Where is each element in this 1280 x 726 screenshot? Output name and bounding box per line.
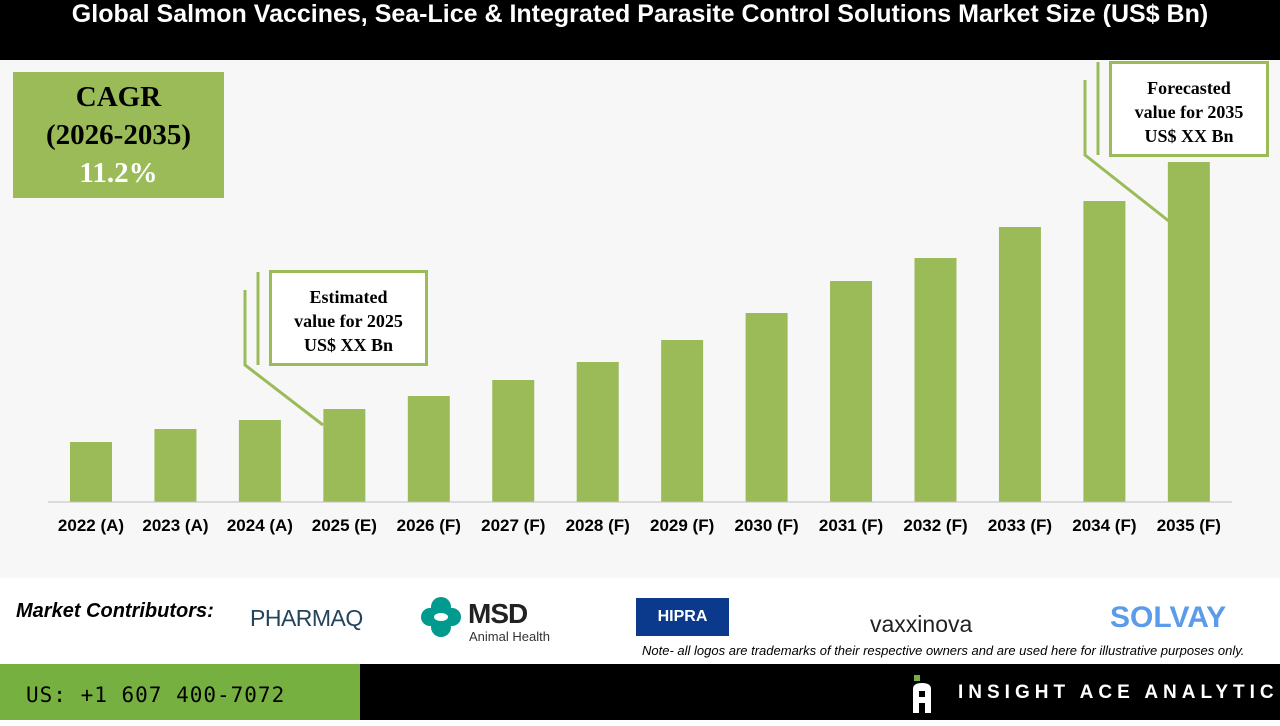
- forecast-leader-line: [1083, 80, 1171, 224]
- bar-2031: [830, 281, 873, 502]
- msd-emblem-icon: [421, 597, 461, 637]
- bar-2024: [238, 420, 281, 502]
- bar-2025: [323, 409, 366, 502]
- callout-line: US$ XX Bn: [303, 335, 394, 355]
- x-tick-label: 2031 (F): [819, 516, 883, 535]
- estimated-callout: Estimated value for 2025 US$ XX Bn: [269, 270, 428, 366]
- x-tick-label: 2027 (F): [481, 516, 545, 535]
- bar-2026: [407, 396, 450, 502]
- logo-vaxxinova: vaxxinova: [870, 611, 973, 637]
- x-tick-label: 2035 (F): [1157, 516, 1221, 535]
- cagr-label: CAGR: [75, 81, 162, 113]
- x-tick-label: 2034 (F): [1072, 516, 1136, 535]
- callout-line: value for 2025: [294, 311, 403, 331]
- x-tick-label: 2029 (F): [650, 516, 714, 535]
- bar-2028: [576, 362, 619, 502]
- callout-line: value for 2035: [1134, 102, 1244, 122]
- cagr-value: 11.2%: [79, 157, 158, 189]
- bar-2033: [998, 227, 1041, 502]
- estimated-leader-line: [243, 290, 324, 427]
- x-tick-label: 2023 (A): [142, 516, 208, 535]
- x-tick-label: 2032 (F): [903, 516, 967, 535]
- logo-hipra: HIPRA: [636, 598, 729, 636]
- insight-ace-logo-icon: [913, 675, 931, 713]
- phone-number: US: +1 607 400-7072: [0, 664, 360, 720]
- logo-pharmaq: PHARMAQ: [250, 605, 363, 631]
- x-tick-label: 2022 (A): [58, 516, 124, 535]
- bar-2035: [1167, 162, 1210, 502]
- bar-chart: 2022 (A) 2023 (A) 2024 (A) 2025 (E) 2026 (F)…: [48, 62, 1232, 535]
- callout-line: Estimated: [309, 287, 388, 307]
- brand-name: INSIGHT ACE ANALYTIC: [958, 682, 1279, 703]
- x-tick-label: 2024 (A): [227, 516, 293, 535]
- contributors-label: Market Contributors:: [16, 600, 214, 622]
- bar-2032: [914, 258, 957, 502]
- msd-subtext: Animal Health: [469, 629, 550, 644]
- footer-bar: [360, 664, 1280, 720]
- callout-line: Forecasted: [1147, 78, 1231, 98]
- forecast-callout: Forecasted value for 2035 US$ XX Bn: [1109, 61, 1269, 157]
- trademark-note: Note- all logos are trademarks of their …: [642, 643, 1245, 658]
- cagr-period: (2026-2035): [46, 119, 191, 151]
- bar-2034: [1083, 201, 1126, 502]
- bar-2027: [492, 380, 535, 502]
- x-tick-label: 2033 (F): [988, 516, 1052, 535]
- bar-2029: [661, 340, 704, 502]
- bar-2023: [154, 429, 197, 502]
- x-tick-label: 2030 (F): [734, 516, 798, 535]
- callout-line: US$ XX Bn: [1144, 126, 1234, 146]
- x-tick-label: 2028 (F): [566, 516, 630, 535]
- cagr-box: CAGR (2026-2035) 11.2%: [13, 72, 224, 198]
- logo-solvay: SOLVAY: [1110, 601, 1227, 634]
- msd-text: MSD: [468, 598, 528, 629]
- bar-2030: [745, 313, 788, 502]
- x-tick-label: 2025 (E): [312, 516, 377, 535]
- x-tick-label: 2026 (F): [397, 516, 461, 535]
- bar-2022: [70, 442, 112, 502]
- chart-title: Global Salmon Vaccines, Sea-Lice & Integ…: [0, 0, 1280, 60]
